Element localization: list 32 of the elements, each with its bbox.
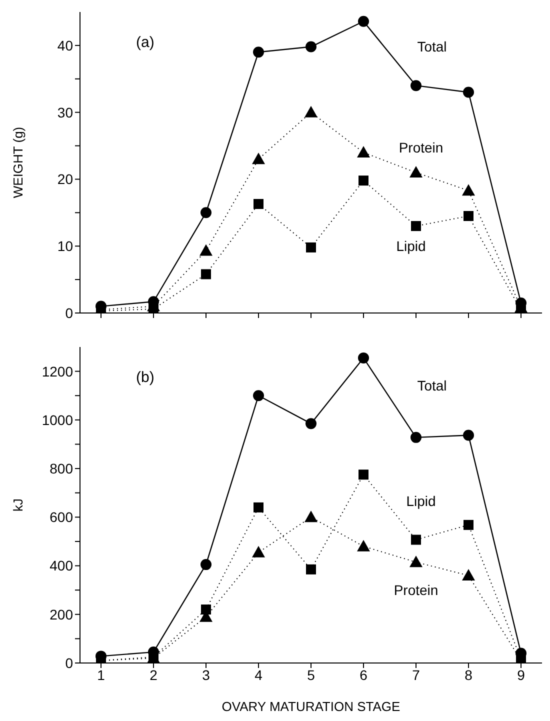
x-tick-label: 3 [202, 666, 210, 683]
x-axis-title: OVARY MATURATION STAGE [222, 699, 401, 714]
x-tick-label: 2 [150, 666, 158, 683]
y-tick-label: 1200 [42, 363, 74, 380]
series-label: Total [417, 377, 447, 394]
y-tick-label: 40 [57, 37, 74, 54]
series-label: Lipid [396, 238, 426, 254]
y-tick-label: 0 [65, 654, 74, 671]
y-tick-label: 600 [50, 509, 74, 526]
y-axis-title: WEIGHT (g) [10, 126, 26, 198]
annotation: (b) [136, 369, 154, 386]
x-tick-label: 4 [254, 666, 263, 683]
y-tick-label: 20 [57, 171, 74, 188]
y-tick-label: 1000 [42, 412, 74, 428]
x-tick-label: 7 [412, 666, 420, 683]
series-label: Protein [398, 140, 444, 156]
y-tick-label: 10 [57, 238, 74, 254]
y-axis-title: kJ [10, 498, 26, 512]
y-tick-label: 200 [50, 606, 74, 622]
y-tick-label: 0 [65, 304, 74, 321]
x-tick-label: 1 [97, 666, 106, 683]
y-tick-label: 800 [50, 460, 74, 477]
x-tick-label: 9 [517, 666, 526, 683]
x-tick-label: 8 [464, 666, 473, 683]
y-tick-label: 30 [57, 104, 74, 120]
x-tick-label: 5 [307, 666, 316, 683]
y-tick-label: 400 [50, 558, 74, 574]
series-label: Lipid [406, 492, 436, 509]
x-tick-label: 6 [360, 666, 368, 683]
series-label: Protein [394, 582, 438, 598]
series-label: Total [417, 38, 447, 55]
annotation: (a) [136, 34, 154, 51]
